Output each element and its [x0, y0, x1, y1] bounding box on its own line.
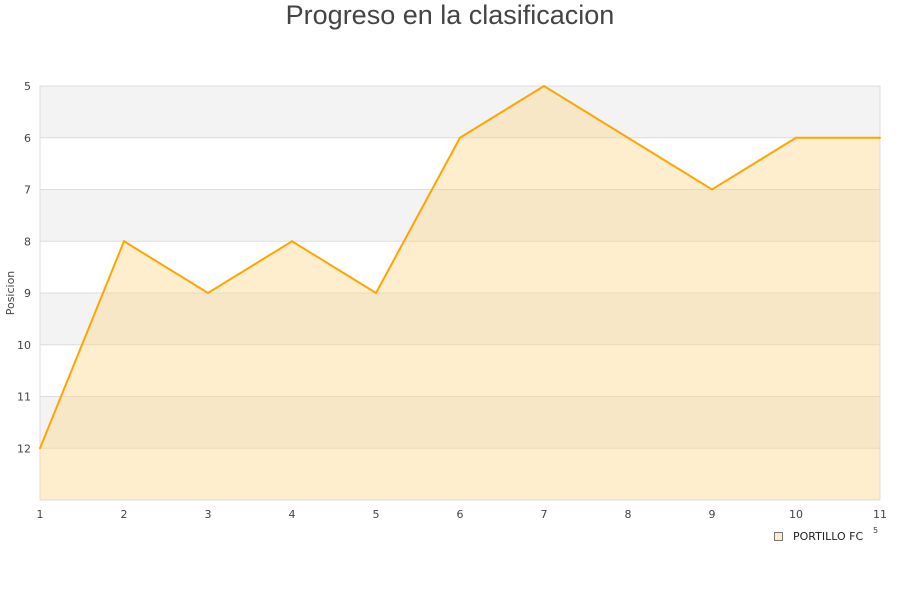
y-tick-label: 11 [17, 391, 31, 404]
data-point [207, 292, 209, 294]
data-point [123, 240, 125, 243]
x-tick-label: 2 [121, 508, 128, 521]
chart-title: Progreso en la clasificacion [285, 0, 615, 30]
x-tick-label: 8 [625, 508, 632, 521]
x-tick-label: 4 [289, 508, 296, 521]
y-tick-label: 6 [24, 132, 31, 145]
data-point [291, 240, 293, 243]
y-tick-label: 5 [24, 80, 31, 93]
y-tick-label: 9 [24, 287, 31, 300]
legend-swatch [774, 532, 783, 541]
x-tick-label: 10 [789, 508, 803, 521]
x-tick-label: 7 [541, 508, 548, 521]
grid-band [40, 86, 880, 138]
data-point [543, 85, 545, 87]
y-tick-label: 8 [24, 235, 31, 248]
series-area [40, 86, 880, 500]
y-tick-label: 12 [17, 442, 31, 455]
data-point [459, 136, 461, 139]
data-point [375, 292, 377, 294]
data-point [795, 136, 797, 139]
legend: PORTILLO FC [774, 530, 863, 543]
plot-border [39, 85, 881, 501]
y-tick-label: 7 [24, 184, 31, 197]
data-point [711, 188, 713, 191]
y-tick-label: 10 [17, 339, 31, 352]
data-point [879, 136, 881, 139]
y-axis-label: Posicion [4, 271, 17, 316]
data-point [627, 136, 629, 139]
legend-label: PORTILLO FC [793, 530, 864, 543]
x-tick-label: 11 [873, 508, 887, 521]
x-tick-label: 1 [37, 508, 44, 521]
x-tick-label: 9 [709, 508, 716, 521]
x-axis-label: 5 [873, 526, 879, 535]
data-point [39, 447, 41, 450]
grid-band [40, 293, 880, 345]
grid-band [40, 396, 880, 449]
x-tick-label: 3 [205, 508, 212, 521]
x-tick-label: 6 [457, 508, 464, 521]
grid-band [40, 189, 880, 242]
x-tick-label: 5 [373, 508, 380, 521]
